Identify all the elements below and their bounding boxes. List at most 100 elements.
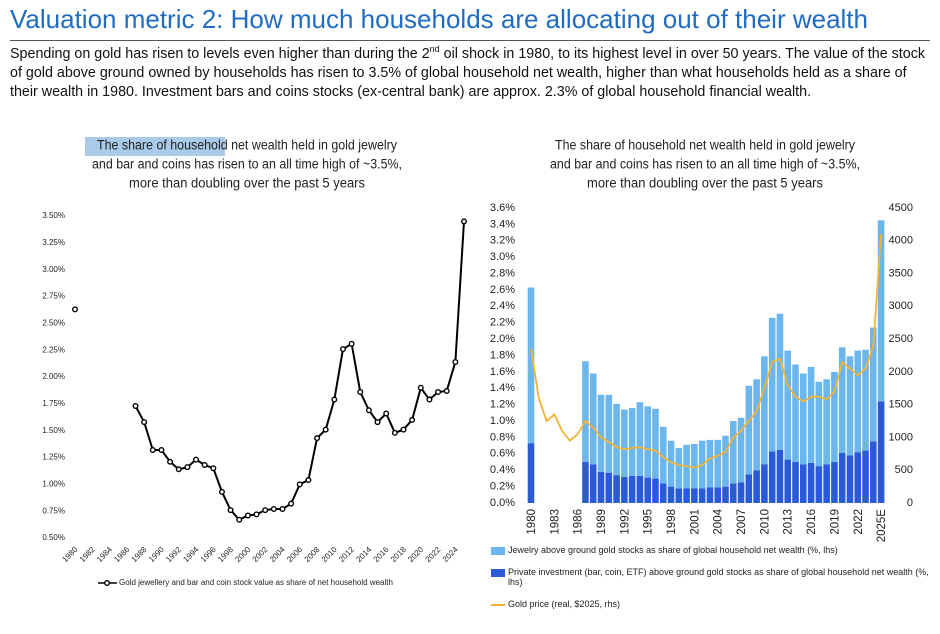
bar-segment (768, 451, 776, 503)
bar-segment (644, 406, 651, 478)
y-tick-label: 1.2% (490, 399, 515, 411)
bar-segment (644, 477, 651, 503)
x-tick-label: 2002 (251, 545, 270, 564)
bar-segment (605, 394, 613, 473)
bar-segment (628, 475, 636, 503)
legend-entry: Private investment (bar, coin, ETF) abov… (491, 567, 931, 587)
y-tick-label: 3.2% (490, 235, 515, 247)
point-marker (314, 435, 321, 442)
y-tick-label: 0.75% (42, 506, 65, 515)
selection-highlight (85, 137, 225, 156)
point-marker (383, 410, 390, 417)
point-marker (339, 346, 346, 353)
y2-tick-label: 2500 (889, 333, 913, 345)
bar-segment (613, 475, 620, 503)
bar-segment (714, 487, 722, 503)
x-tick-label: 2008 (303, 545, 322, 564)
y2-tick-label: 500 (895, 464, 913, 476)
bar-segment (846, 356, 854, 456)
y-tick-label: 1.8% (490, 349, 515, 361)
point-marker (331, 396, 338, 403)
bar-segment (698, 488, 706, 503)
bar-segment (659, 483, 667, 503)
bar-segment (815, 381, 823, 467)
y-tick-label: 3.00% (42, 265, 65, 274)
y2-tick-label: 0 (907, 497, 913, 509)
x-tick-label: 2004 (713, 508, 725, 534)
point-marker (365, 407, 372, 414)
bar-segment (831, 371, 838, 463)
bar-segment (675, 448, 683, 489)
intro-text: Spending on gold has risen to levels eve… (10, 45, 930, 102)
bar-segment (597, 394, 605, 472)
point-marker (409, 416, 416, 423)
bar-segment (659, 426, 667, 484)
x-tick-label: 1982 (78, 545, 97, 564)
bar-segment (784, 459, 792, 503)
bar-segment (675, 488, 683, 503)
chart-title: more than doubling over the past 5 years (129, 176, 365, 191)
series-line (530, 234, 882, 469)
bar-segment (753, 470, 760, 503)
point-marker (175, 466, 182, 473)
point-marker (149, 446, 156, 453)
bar-segment (800, 464, 807, 503)
bar-segment (862, 349, 869, 451)
bar-segment (597, 471, 605, 503)
bar-segment (870, 327, 877, 442)
bar-segment (807, 462, 815, 503)
x-tick-label: 1980 (526, 509, 538, 535)
y2-tick-label: 1000 (889, 431, 913, 443)
y2-tick-label: 4500 (889, 202, 913, 214)
legend-label: Gold price (real, $2025, rhs) (508, 599, 621, 609)
y-tick-label: 3.0% (490, 251, 515, 263)
x-tick-label: 2024 (441, 545, 460, 564)
x-tick-label: 1996 (199, 545, 218, 564)
x-tick-label: 1980 (60, 545, 79, 564)
point-marker (262, 507, 269, 514)
y-tick-label: 2.75% (42, 292, 65, 301)
x-tick-label: 2012 (337, 545, 356, 564)
point-marker (141, 419, 148, 426)
bar-segment (838, 347, 846, 454)
x-tick-label: 1992 (619, 509, 631, 535)
bar-segment (761, 464, 768, 503)
x-tick-label: 2019 (829, 509, 841, 535)
bar-segment (815, 466, 823, 503)
point-marker (227, 507, 234, 514)
point-marker (158, 446, 165, 453)
bar-segment (776, 313, 784, 450)
x-tick-label: 2018 (389, 545, 408, 564)
x-tick-label: 2013 (783, 509, 795, 535)
x-tick-label: 1995 (643, 509, 655, 535)
bar-segment (838, 453, 846, 503)
legend-marker (103, 580, 110, 587)
y-tick-label: 1.75% (42, 399, 65, 408)
x-tick-label: 1992 (164, 545, 183, 564)
point-marker (443, 387, 450, 394)
point-marker (167, 458, 174, 465)
bar-segment (768, 317, 776, 452)
bar-segment (792, 364, 799, 463)
point-marker (279, 506, 286, 513)
y-tick-label: 1.4% (490, 382, 515, 394)
x-tick-label: 2000 (233, 545, 252, 564)
bar-segment (737, 482, 745, 503)
y2-tick-label: 1500 (889, 399, 913, 411)
y-tick-label: 2.00% (42, 372, 65, 381)
x-tick-label: 2020 (406, 545, 425, 564)
point-marker (374, 419, 381, 426)
legend-label: Jewelry above ground gold stocks as shar… (508, 545, 838, 555)
x-tick-label: 2016 (372, 545, 391, 564)
bar-segment (745, 474, 753, 503)
y2-tick-label: 4000 (889, 235, 913, 247)
point-marker (348, 340, 355, 347)
legend-swatch (491, 604, 505, 606)
x-tick-label: 1984 (95, 545, 114, 564)
bar-segment (792, 462, 799, 503)
bar-segment (854, 452, 862, 503)
point-marker (218, 488, 225, 495)
bar-segment (737, 417, 745, 483)
bar-segment (628, 407, 636, 476)
